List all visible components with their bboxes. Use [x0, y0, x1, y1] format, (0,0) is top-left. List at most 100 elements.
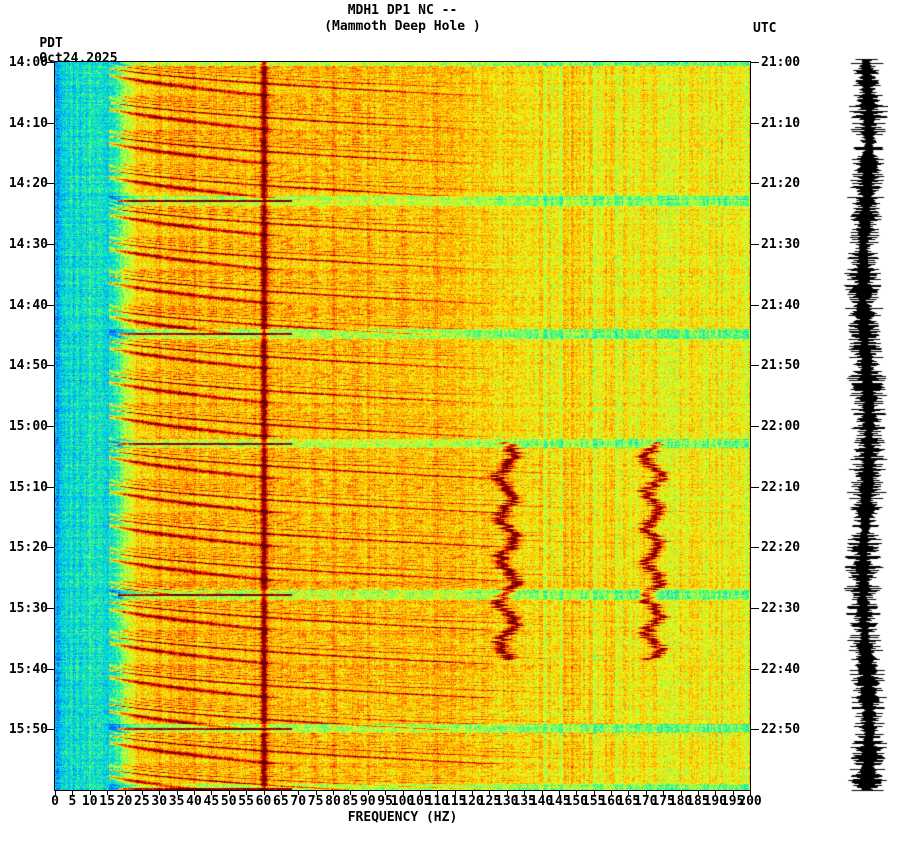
timezone-left-label: PDT	[39, 36, 63, 51]
x-tick-mark	[350, 791, 351, 795]
x-tick-mark	[194, 791, 195, 795]
x-tick-label: 65	[273, 794, 289, 809]
y-tick-label-left: 15:40	[8, 661, 48, 677]
x-tick-mark	[316, 791, 317, 795]
y-tick-mark-right	[751, 729, 759, 730]
page-subtitle: (Mammoth Deep Hole )	[324, 19, 481, 34]
x-tick-label: 0	[51, 794, 59, 809]
x-tick-label: 95	[377, 794, 393, 809]
x-tick-mark	[698, 791, 699, 795]
plot-frame	[54, 61, 751, 791]
y-tick-mark-right	[751, 608, 759, 609]
x-tick-label: 45	[203, 794, 220, 809]
x-tick-label: 40	[186, 794, 202, 809]
x-tick-mark	[455, 791, 456, 795]
x-tick-label: 155	[581, 794, 606, 809]
timezone-right-label: UTC	[753, 21, 777, 36]
x-tick-mark	[611, 791, 612, 795]
x-tick-mark	[403, 791, 404, 795]
x-tick-label: 190	[703, 794, 727, 809]
y-tick-mark-left	[46, 669, 54, 670]
x-tick-label: 85	[342, 794, 359, 809]
x-tick-label: 100	[390, 794, 415, 809]
x-tick-label: 15	[99, 794, 115, 809]
x-tick-mark	[90, 791, 91, 795]
y-tick-label-right: 21:30	[761, 237, 801, 252]
x-tick-label: 120	[460, 794, 484, 809]
x-tick-label: 30	[151, 794, 168, 809]
y-tick-label-right: 21:20	[761, 176, 801, 192]
x-tick-mark	[420, 791, 421, 795]
x-tick-label: 110	[425, 794, 449, 809]
y-tick-mark-left	[46, 62, 54, 63]
x-tick-mark	[542, 791, 543, 795]
y-tick-mark-right	[751, 305, 759, 306]
x-tick-mark	[524, 791, 525, 795]
x-tick-label: 175	[651, 794, 675, 809]
x-tick-mark	[333, 791, 334, 795]
x-tick-mark	[72, 791, 73, 795]
x-tick-label: 20	[116, 794, 133, 809]
y-tick-label-left: 14:50	[8, 358, 48, 374]
x-tick-label: 55	[238, 794, 254, 809]
x-tick-label: 80	[325, 794, 341, 809]
x-tick-label: 75	[307, 794, 324, 809]
x-tick-mark	[107, 791, 108, 795]
x-tick-mark	[159, 791, 160, 795]
x-tick-label: 5	[68, 794, 77, 809]
x-tick-mark	[385, 791, 386, 795]
y-tick-label-right: 22:00	[761, 419, 801, 434]
y-tick-mark-left	[46, 365, 54, 366]
x-tick-mark	[125, 791, 126, 795]
x-tick-label: 60	[255, 794, 272, 809]
y-tick-mark-left	[46, 547, 54, 548]
y-tick-label-right: 22:20	[761, 540, 801, 556]
x-tick-mark	[576, 791, 577, 795]
y-tick-label-left: 15:30	[8, 601, 48, 616]
x-tick-label: 130	[495, 794, 519, 809]
x-tick-mark	[472, 791, 473, 795]
y-tick-label-left: 14:20	[8, 176, 48, 192]
x-tick-mark	[264, 791, 265, 795]
x-tick-label: 125	[477, 794, 502, 809]
x-tick-mark	[281, 791, 282, 795]
y-tick-mark-left	[46, 244, 54, 245]
x-tick-mark	[733, 791, 734, 795]
x-tick-mark	[646, 791, 647, 795]
x-tick-mark	[750, 791, 751, 795]
x-axis-title: FREQUENCY (HZ)	[347, 810, 458, 825]
y-tick-mark-right	[751, 669, 759, 670]
x-tick-label: 160	[599, 794, 623, 809]
y-tick-mark-left	[46, 426, 54, 427]
y-tick-label-left: 14:00	[8, 55, 48, 70]
y-tick-mark-right	[751, 244, 759, 245]
y-tick-label-left: 15:50	[8, 722, 48, 738]
x-tick-label: 90	[359, 794, 376, 809]
y-tick-label-right: 21:00	[761, 55, 801, 70]
x-tick-label: 70	[290, 794, 307, 809]
y-tick-mark-right	[751, 487, 759, 488]
x-tick-mark	[628, 791, 629, 795]
y-tick-mark-right	[751, 183, 759, 184]
y-tick-mark-right	[751, 365, 759, 366]
y-tick-label-right: 22:10	[761, 479, 801, 495]
y-tick-mark-left	[46, 183, 54, 184]
y-tick-mark-right	[751, 123, 759, 124]
spectrogram-canvas	[55, 62, 750, 790]
y-tick-label-right: 22:40	[761, 661, 801, 677]
y-tick-mark-left	[46, 608, 54, 609]
x-tick-mark	[211, 791, 212, 795]
y-tick-label-right: 22:50	[761, 722, 801, 738]
x-tick-label: 140	[529, 794, 554, 809]
x-tick-mark	[229, 791, 230, 795]
x-tick-mark	[594, 791, 595, 795]
x-tick-label: 115	[442, 794, 467, 809]
x-tick-mark	[177, 791, 178, 795]
y-tick-label-right: 21:50	[761, 358, 801, 374]
y-tick-label-left: 14:10	[8, 115, 48, 131]
x-tick-mark	[142, 791, 143, 795]
x-tick-label: 135	[512, 794, 536, 809]
y-tick-label-right: 21:40	[761, 297, 801, 313]
x-tick-mark	[663, 791, 664, 795]
